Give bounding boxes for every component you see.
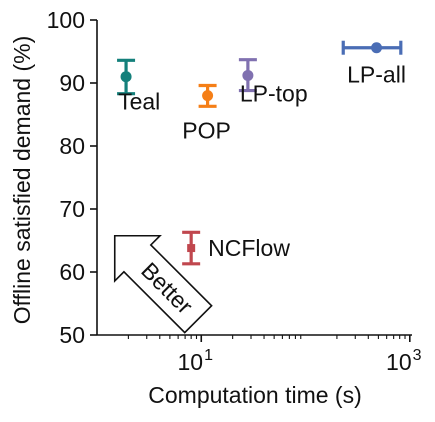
- y-tick-label: 100: [47, 7, 85, 33]
- x-tick-label: 101: [178, 347, 214, 375]
- series-lp-all: LP-all: [341, 40, 406, 88]
- y-tick-label: 90: [59, 70, 85, 96]
- series-lp-top: LP-top: [238, 58, 308, 106]
- data-point-marker: [371, 42, 383, 54]
- x-tick-exponent: 3: [413, 347, 422, 364]
- point-label: LP-top: [240, 80, 308, 106]
- x-axis-title: Computation time (s): [148, 382, 361, 408]
- y-axis-title: Offline satisfied demand (%): [9, 36, 35, 325]
- data-point-marker: [202, 90, 214, 102]
- y-tick-label: 80: [59, 133, 85, 159]
- axes: [96, 20, 412, 336]
- point-label: NCFlow: [208, 235, 290, 261]
- data-point-marker: [242, 69, 254, 81]
- y-ticks: 50 60 70 80 90 100: [47, 7, 97, 348]
- series-layer: Teal POP LP-top LP-all NCFlow: [117, 40, 406, 266]
- y-tick-label: 50: [59, 322, 85, 348]
- data-point-marker: [120, 71, 132, 83]
- series-ncflow: NCFlow: [182, 230, 290, 266]
- better-arrow: Better: [113, 234, 213, 334]
- series-pop: POP: [182, 83, 231, 144]
- x-ticks: 101 103: [127, 335, 422, 375]
- point-label: LP-all: [347, 62, 406, 88]
- x-tick-label: 103: [386, 347, 422, 375]
- y-tick-label: 70: [59, 196, 85, 222]
- x-tick-exponent: 1: [204, 347, 213, 364]
- series-teal: Teal: [117, 58, 160, 115]
- point-label: POP: [182, 118, 231, 144]
- data-point-marker: [187, 244, 196, 253]
- point-label: Teal: [118, 89, 160, 115]
- y-tick-label: 60: [59, 259, 85, 285]
- better-arrow-shape: [113, 234, 213, 334]
